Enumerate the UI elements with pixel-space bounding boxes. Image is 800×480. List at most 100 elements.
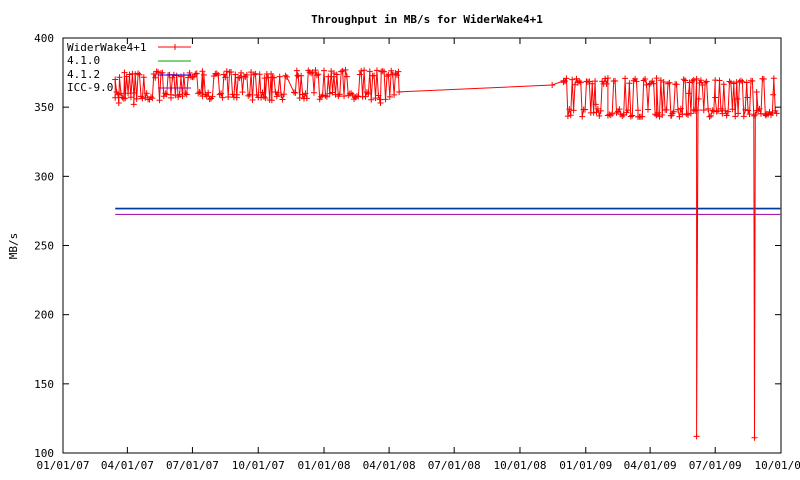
data-point [388, 67, 395, 74]
y-tick-label: 250 [34, 240, 54, 253]
data-point [356, 71, 363, 78]
data-point [219, 94, 226, 101]
data-point [723, 112, 730, 119]
data-point [590, 109, 597, 116]
x-tick-label: 10/01/08 [493, 459, 546, 472]
data-point [566, 106, 573, 113]
data-point [268, 97, 275, 104]
data-point [233, 91, 240, 98]
data-point [343, 73, 350, 80]
legend-item-4-1-0: 4.1.0 [67, 54, 191, 67]
data-point [680, 76, 687, 83]
data-point [117, 90, 124, 97]
data-point [232, 71, 239, 78]
data-point [766, 108, 773, 115]
data-point [685, 90, 692, 97]
data-point [220, 71, 227, 78]
data-point [627, 113, 634, 120]
data-point [687, 110, 694, 117]
data-point [223, 68, 230, 75]
data-point [259, 89, 266, 96]
data-point [623, 109, 630, 116]
data-point [228, 69, 235, 76]
data-point [592, 101, 599, 108]
data-point [386, 93, 393, 100]
legend-item-widerwake: WiderWake4+1 [67, 41, 191, 54]
x-tick-label: 01/01/08 [298, 459, 351, 472]
data-point [677, 105, 684, 112]
data-point [116, 74, 123, 81]
data-point [395, 68, 402, 75]
data-point [133, 95, 140, 102]
data-point [135, 70, 142, 77]
data-point [650, 80, 657, 87]
data-point [646, 81, 653, 88]
data-point [770, 91, 777, 98]
legend-label-widerwake: WiderWake4+1 [67, 41, 146, 54]
data-point [136, 71, 143, 78]
data-point [352, 94, 359, 101]
data-point [700, 107, 707, 114]
data-point [685, 111, 692, 118]
data-point [209, 93, 216, 100]
data-point [634, 107, 641, 114]
data-point [361, 67, 368, 74]
data-point [616, 106, 623, 113]
y-tick-label: 350 [34, 101, 54, 114]
x-tick-label: 07/01/08 [428, 459, 481, 472]
data-point [659, 111, 666, 118]
data-point [316, 96, 323, 103]
data-point [737, 77, 744, 84]
data-point [276, 73, 283, 80]
data-point [727, 79, 734, 86]
data-point [670, 108, 677, 115]
data-point [726, 78, 733, 85]
data-point [549, 82, 556, 89]
data-point [325, 73, 332, 80]
data-point [760, 76, 767, 83]
data-point [341, 93, 348, 100]
data-point [619, 113, 626, 120]
data-point [213, 70, 220, 77]
data-point [719, 110, 726, 117]
data-point [272, 89, 279, 96]
data-point [293, 67, 300, 74]
data-point [152, 74, 159, 81]
data-point [607, 112, 614, 119]
data-point [660, 79, 667, 86]
data-point [391, 91, 398, 98]
data-point [321, 67, 328, 74]
data-point [249, 96, 256, 103]
data-point [689, 77, 696, 84]
data-point [749, 78, 756, 85]
data-point [240, 73, 247, 80]
data-point [355, 93, 362, 100]
data-point [773, 110, 780, 117]
data-point [577, 79, 584, 86]
data-point [206, 96, 213, 103]
legend-label-4-1-2: 4.1.2 [67, 68, 100, 81]
data-point [643, 81, 650, 88]
data-point [713, 108, 720, 115]
data-point [389, 71, 396, 78]
data-point [192, 71, 199, 78]
x-tick-label: 01/01/07 [37, 459, 90, 472]
x-tick-label: 10/01/09 [755, 459, 800, 472]
data-point [203, 93, 210, 100]
data-point [190, 73, 197, 80]
data-point [153, 68, 160, 75]
data-point [770, 75, 777, 82]
data-point [746, 111, 753, 118]
x-tick-label: 01/01/09 [559, 459, 612, 472]
data-point [745, 107, 752, 114]
data-point [268, 70, 275, 77]
data-point [757, 110, 764, 117]
data-point [665, 80, 672, 87]
data-point [750, 112, 757, 119]
data-point [709, 107, 716, 114]
data-point [675, 106, 682, 113]
data-point [642, 76, 649, 83]
data-point [113, 88, 120, 95]
y-tick-label: 150 [34, 378, 54, 391]
